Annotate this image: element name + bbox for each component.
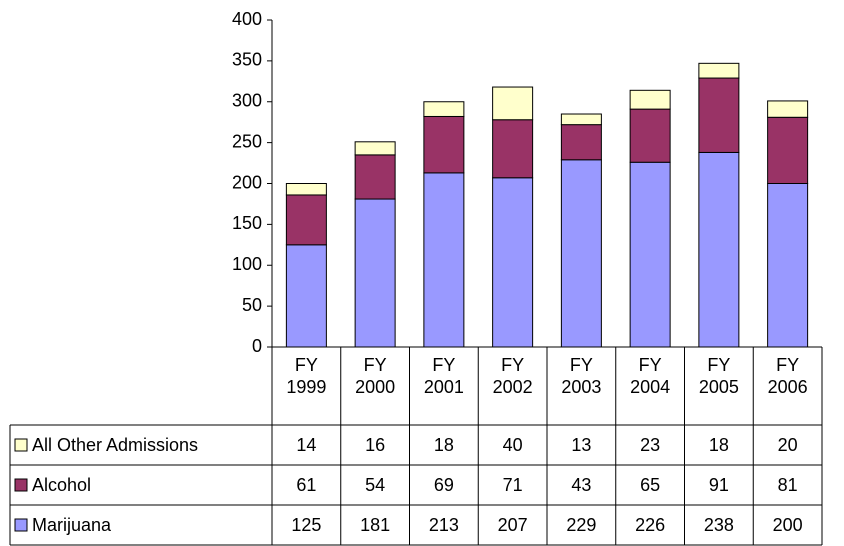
table-value: 81 bbox=[778, 475, 798, 495]
bar-segment bbox=[354, 141, 396, 156]
bar-segment bbox=[629, 89, 671, 110]
y-tick-label: 350 bbox=[232, 50, 262, 70]
x-tick-label: FY 2002 bbox=[492, 355, 533, 397]
y-tick-label: 100 bbox=[232, 254, 262, 274]
x-tick-label: FY 2004 bbox=[630, 355, 671, 397]
table-value: 65 bbox=[640, 475, 660, 495]
bar-segment bbox=[354, 154, 396, 200]
table-value: 16 bbox=[365, 435, 385, 455]
bar-segment bbox=[698, 151, 740, 348]
x-tick-label: FY 2000 bbox=[355, 355, 396, 397]
bar-segment bbox=[560, 113, 602, 126]
table-value: 181 bbox=[360, 515, 390, 535]
bar-segment bbox=[492, 119, 534, 179]
x-tick-label: FY 2005 bbox=[698, 355, 739, 397]
table-value: 43 bbox=[571, 475, 591, 495]
y-tick-label: 50 bbox=[242, 295, 262, 315]
y-tick-label: 150 bbox=[232, 213, 262, 233]
bar-segment bbox=[492, 177, 534, 348]
table-value: 238 bbox=[704, 515, 734, 535]
bar-segment bbox=[767, 100, 809, 118]
bar-segment bbox=[698, 62, 740, 79]
bar-segment bbox=[492, 86, 534, 121]
bar-segment bbox=[285, 194, 327, 246]
legend-swatch bbox=[14, 478, 28, 492]
y-tick-label: 400 bbox=[232, 9, 262, 29]
x-tick-label: FY 1999 bbox=[286, 355, 327, 397]
table-value: 18 bbox=[434, 435, 454, 455]
bar-segment bbox=[285, 183, 327, 196]
table-value: 13 bbox=[571, 435, 591, 455]
table-value: 71 bbox=[503, 475, 523, 495]
y-tick-label: 0 bbox=[252, 336, 262, 356]
legend-swatch bbox=[14, 518, 28, 532]
legend-label: Marijuana bbox=[32, 515, 112, 535]
table-value: 200 bbox=[773, 515, 803, 535]
table-value: 18 bbox=[709, 435, 729, 455]
bar-segment bbox=[629, 161, 671, 348]
table-value: 20 bbox=[778, 435, 798, 455]
x-tick-label: FY 2003 bbox=[561, 355, 602, 397]
table-value: 91 bbox=[709, 475, 729, 495]
bar-segment bbox=[767, 183, 809, 348]
bar-segment bbox=[560, 124, 602, 161]
y-tick-label: 200 bbox=[232, 172, 262, 192]
bar-segment bbox=[629, 108, 671, 163]
table-value: 23 bbox=[640, 435, 660, 455]
y-tick-label: 300 bbox=[232, 91, 262, 111]
bar-segment bbox=[767, 116, 809, 184]
x-tick-label: FY 2006 bbox=[767, 355, 808, 397]
table-value: 54 bbox=[365, 475, 385, 495]
bar-segment bbox=[423, 101, 465, 117]
bar-segment bbox=[354, 198, 396, 348]
table-value: 69 bbox=[434, 475, 454, 495]
legend-label: All Other Admissions bbox=[32, 435, 198, 455]
x-tick-label: FY 2001 bbox=[423, 355, 464, 397]
legend-label: Alcohol bbox=[32, 475, 91, 495]
bar-segment bbox=[423, 172, 465, 348]
table-value: 229 bbox=[566, 515, 596, 535]
bar-segment bbox=[560, 159, 602, 348]
y-tick-label: 250 bbox=[232, 131, 262, 151]
table-value: 125 bbox=[291, 515, 321, 535]
bar-segment bbox=[423, 115, 465, 174]
legend-swatch bbox=[14, 438, 28, 452]
bar-segment bbox=[285, 244, 327, 348]
table-value: 40 bbox=[503, 435, 523, 455]
table-value: 61 bbox=[296, 475, 316, 495]
bar-segment bbox=[698, 77, 740, 153]
table-value: 14 bbox=[296, 435, 316, 455]
table-value: 207 bbox=[498, 515, 528, 535]
table-value: 213 bbox=[429, 515, 459, 535]
table-value: 226 bbox=[635, 515, 665, 535]
